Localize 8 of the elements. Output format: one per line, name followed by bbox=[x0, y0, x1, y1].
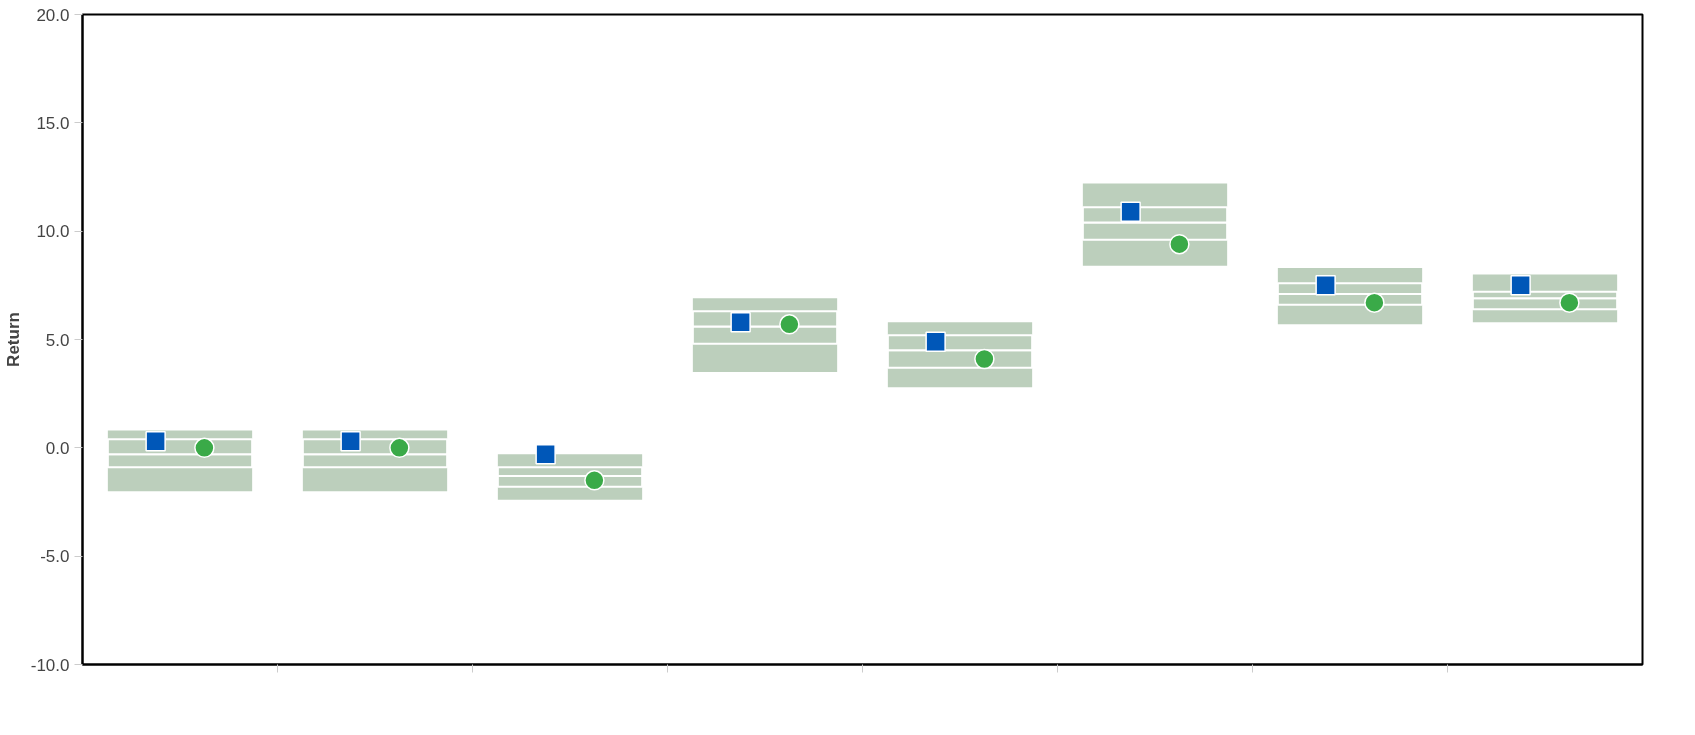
y-tick-label: -5.0 bbox=[40, 547, 70, 567]
y-axis-title: Return bbox=[3, 312, 23, 367]
y-tick-label: 20.0 bbox=[36, 5, 70, 25]
y-tick-label: 15.0 bbox=[36, 113, 70, 133]
y-tick-label: 10.0 bbox=[36, 222, 70, 242]
y-tick-label: 0.0 bbox=[45, 438, 70, 458]
y-tick-label: 5.0 bbox=[45, 330, 70, 350]
y-tick-label: -10.0 bbox=[30, 655, 70, 675]
